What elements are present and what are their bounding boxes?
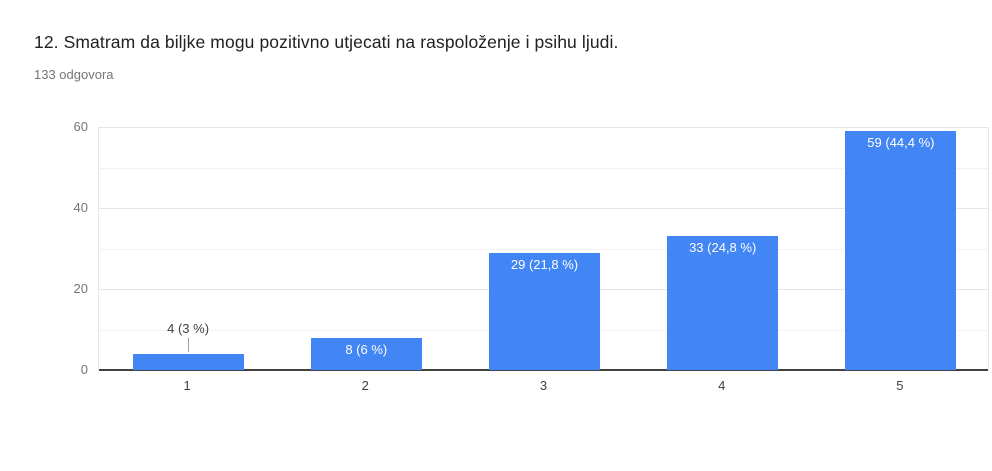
bar-value-label: 29 (21,8 %) [510, 256, 579, 272]
response-count: 133 odgovora [34, 67, 114, 82]
minor-gridline [99, 248, 988, 250]
minor-gridline [99, 167, 988, 169]
x-tick-label: 5 [896, 378, 904, 393]
bar-2: 8 (6 %) [310, 337, 422, 370]
annotation-stem [188, 337, 190, 352]
plot-area: 4 (3 %) 8 (6 %) 29 (21,8 %) 33 (24,8 %) 59 (… [98, 127, 989, 371]
y-tick-label: 20 [73, 281, 88, 296]
bar-5: 59 (44,4 %) [845, 131, 957, 370]
bar-3: 29 (21,8 %) [489, 252, 600, 370]
major-gridline [99, 127, 988, 128]
question-title: 12. Smatram da biljke mogu pozitivno utj… [34, 32, 619, 52]
x-tick-label: 4 [718, 378, 726, 393]
bar-4: 33 (24,8 %) [667, 236, 779, 370]
y-tick-label: 60 [73, 119, 88, 134]
bar-value-label: 8 (6 %) [345, 341, 388, 357]
bar-value-label: 33 (24,8 %) [689, 240, 757, 256]
x-axis-line [99, 369, 988, 371]
bar-value-label: 4 (3 %) [167, 320, 210, 336]
y-tick-label: 40 [73, 200, 88, 215]
bar-1 [132, 353, 244, 370]
x-tick-label: 3 [539, 378, 548, 393]
bar-value-label: 59 (44,4 %) [867, 135, 935, 151]
major-gridline [99, 208, 988, 209]
x-tick-label: 1 [183, 378, 191, 393]
y-tick-label: 0 [80, 362, 88, 377]
x-tick-label: 2 [361, 378, 369, 393]
